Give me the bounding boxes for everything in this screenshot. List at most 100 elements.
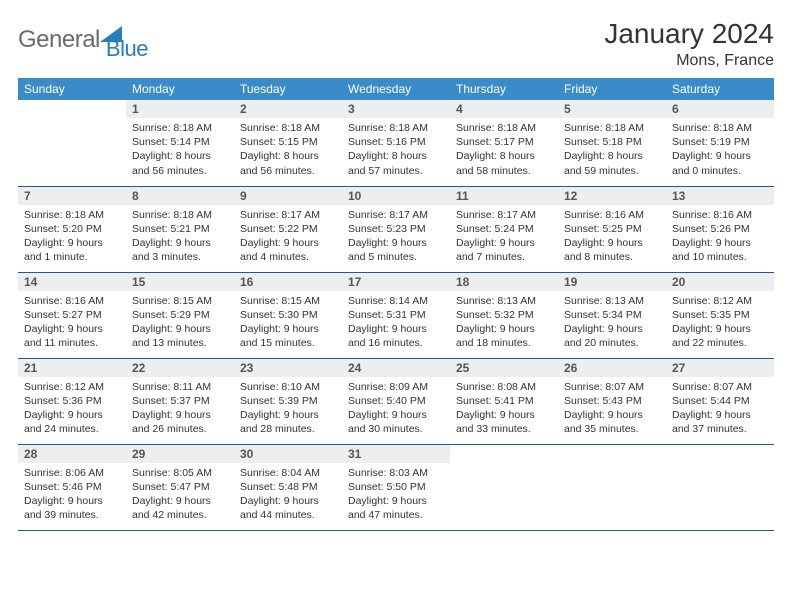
day-details: Sunrise: 8:16 AMSunset: 5:27 PMDaylight:…	[18, 291, 126, 357]
calendar-row: 28Sunrise: 8:06 AMSunset: 5:46 PMDayligh…	[18, 444, 774, 530]
day-details: Sunrise: 8:15 AMSunset: 5:29 PMDaylight:…	[126, 291, 234, 357]
day-details: Sunrise: 8:16 AMSunset: 5:26 PMDaylight:…	[666, 205, 774, 271]
day-number: 10	[342, 187, 450, 205]
day-details: Sunrise: 8:09 AMSunset: 5:40 PMDaylight:…	[342, 377, 450, 443]
calendar-cell: 1Sunrise: 8:18 AMSunset: 5:14 PMDaylight…	[126, 100, 234, 186]
day-number: 9	[234, 187, 342, 205]
weekday-header: Wednesday	[342, 78, 450, 100]
day-details: Sunrise: 8:07 AMSunset: 5:44 PMDaylight:…	[666, 377, 774, 443]
weekday-header: Monday	[126, 78, 234, 100]
day-details: Sunrise: 8:13 AMSunset: 5:34 PMDaylight:…	[558, 291, 666, 357]
calendar-cell: 23Sunrise: 8:10 AMSunset: 5:39 PMDayligh…	[234, 358, 342, 444]
title-block: January 2024 Mons, France	[604, 18, 774, 70]
day-details: Sunrise: 8:12 AMSunset: 5:35 PMDaylight:…	[666, 291, 774, 357]
weekday-header: Friday	[558, 78, 666, 100]
calendar-cell: 17Sunrise: 8:14 AMSunset: 5:31 PMDayligh…	[342, 272, 450, 358]
calendar-cell: 28Sunrise: 8:06 AMSunset: 5:46 PMDayligh…	[18, 444, 126, 530]
day-details: Sunrise: 8:18 AMSunset: 5:15 PMDaylight:…	[234, 118, 342, 184]
day-number: 3	[342, 100, 450, 118]
calendar-cell	[450, 444, 558, 530]
calendar-cell: 27Sunrise: 8:07 AMSunset: 5:44 PMDayligh…	[666, 358, 774, 444]
day-number: 11	[450, 187, 558, 205]
day-number: 4	[450, 100, 558, 118]
calendar-row: 14Sunrise: 8:16 AMSunset: 5:27 PMDayligh…	[18, 272, 774, 358]
calendar-cell: 12Sunrise: 8:16 AMSunset: 5:25 PMDayligh…	[558, 186, 666, 272]
weekday-header-row: Sunday Monday Tuesday Wednesday Thursday…	[18, 78, 774, 100]
calendar-cell: 26Sunrise: 8:07 AMSunset: 5:43 PMDayligh…	[558, 358, 666, 444]
day-number: 28	[18, 445, 126, 463]
calendar-cell: 29Sunrise: 8:05 AMSunset: 5:47 PMDayligh…	[126, 444, 234, 530]
day-number: 18	[450, 273, 558, 291]
logo-text-a: General	[18, 26, 100, 54]
day-details: Sunrise: 8:18 AMSunset: 5:17 PMDaylight:…	[450, 118, 558, 184]
day-details: Sunrise: 8:16 AMSunset: 5:25 PMDaylight:…	[558, 205, 666, 271]
calendar-cell: 20Sunrise: 8:12 AMSunset: 5:35 PMDayligh…	[666, 272, 774, 358]
day-number: 5	[558, 100, 666, 118]
calendar-cell: 31Sunrise: 8:03 AMSunset: 5:50 PMDayligh…	[342, 444, 450, 530]
day-number: 16	[234, 273, 342, 291]
day-details: Sunrise: 8:15 AMSunset: 5:30 PMDaylight:…	[234, 291, 342, 357]
calendar-cell: 4Sunrise: 8:18 AMSunset: 5:17 PMDaylight…	[450, 100, 558, 186]
calendar-cell: 3Sunrise: 8:18 AMSunset: 5:16 PMDaylight…	[342, 100, 450, 186]
day-number: 24	[342, 359, 450, 377]
day-number: 14	[18, 273, 126, 291]
day-details: Sunrise: 8:18 AMSunset: 5:16 PMDaylight:…	[342, 118, 450, 184]
day-details: Sunrise: 8:12 AMSunset: 5:36 PMDaylight:…	[18, 377, 126, 443]
day-number: 27	[666, 359, 774, 377]
day-details: Sunrise: 8:18 AMSunset: 5:21 PMDaylight:…	[126, 205, 234, 271]
calendar-cell: 22Sunrise: 8:11 AMSunset: 5:37 PMDayligh…	[126, 358, 234, 444]
location-label: Mons, France	[604, 52, 774, 70]
calendar-cell: 11Sunrise: 8:17 AMSunset: 5:24 PMDayligh…	[450, 186, 558, 272]
day-number: 21	[18, 359, 126, 377]
day-details: Sunrise: 8:18 AMSunset: 5:20 PMDaylight:…	[18, 205, 126, 271]
day-details: Sunrise: 8:13 AMSunset: 5:32 PMDaylight:…	[450, 291, 558, 357]
header: General Blue January 2024 Mons, France	[18, 18, 774, 70]
day-number: 17	[342, 273, 450, 291]
day-number: 2	[234, 100, 342, 118]
calendar-cell	[558, 444, 666, 530]
calendar-cell: 25Sunrise: 8:08 AMSunset: 5:41 PMDayligh…	[450, 358, 558, 444]
day-number: 6	[666, 100, 774, 118]
calendar-cell: 6Sunrise: 8:18 AMSunset: 5:19 PMDaylight…	[666, 100, 774, 186]
day-number: 15	[126, 273, 234, 291]
weekday-header: Tuesday	[234, 78, 342, 100]
day-details: Sunrise: 8:07 AMSunset: 5:43 PMDaylight:…	[558, 377, 666, 443]
weekday-header: Sunday	[18, 78, 126, 100]
day-number: 22	[126, 359, 234, 377]
month-title: January 2024	[604, 18, 774, 50]
calendar-cell: 19Sunrise: 8:13 AMSunset: 5:34 PMDayligh…	[558, 272, 666, 358]
calendar-cell	[18, 100, 126, 186]
day-details: Sunrise: 8:03 AMSunset: 5:50 PMDaylight:…	[342, 463, 450, 529]
logo: General Blue	[18, 18, 148, 62]
day-number: 12	[558, 187, 666, 205]
calendar-cell: 21Sunrise: 8:12 AMSunset: 5:36 PMDayligh…	[18, 358, 126, 444]
calendar-row: 7Sunrise: 8:18 AMSunset: 5:20 PMDaylight…	[18, 186, 774, 272]
day-details: Sunrise: 8:17 AMSunset: 5:24 PMDaylight:…	[450, 205, 558, 271]
day-details: Sunrise: 8:14 AMSunset: 5:31 PMDaylight:…	[342, 291, 450, 357]
calendar-cell: 7Sunrise: 8:18 AMSunset: 5:20 PMDaylight…	[18, 186, 126, 272]
day-number: 23	[234, 359, 342, 377]
day-details: Sunrise: 8:04 AMSunset: 5:48 PMDaylight:…	[234, 463, 342, 529]
calendar-cell: 18Sunrise: 8:13 AMSunset: 5:32 PMDayligh…	[450, 272, 558, 358]
calendar-cell	[666, 444, 774, 530]
day-number: 1	[126, 100, 234, 118]
day-details: Sunrise: 8:05 AMSunset: 5:47 PMDaylight:…	[126, 463, 234, 529]
calendar-cell: 10Sunrise: 8:17 AMSunset: 5:23 PMDayligh…	[342, 186, 450, 272]
calendar-cell: 9Sunrise: 8:17 AMSunset: 5:22 PMDaylight…	[234, 186, 342, 272]
calendar-cell: 30Sunrise: 8:04 AMSunset: 5:48 PMDayligh…	[234, 444, 342, 530]
day-details: Sunrise: 8:08 AMSunset: 5:41 PMDaylight:…	[450, 377, 558, 443]
calendar-cell: 14Sunrise: 8:16 AMSunset: 5:27 PMDayligh…	[18, 272, 126, 358]
day-number: 29	[126, 445, 234, 463]
calendar-table: Sunday Monday Tuesday Wednesday Thursday…	[18, 78, 774, 531]
calendar-cell: 13Sunrise: 8:16 AMSunset: 5:26 PMDayligh…	[666, 186, 774, 272]
day-details: Sunrise: 8:18 AMSunset: 5:19 PMDaylight:…	[666, 118, 774, 184]
day-number: 13	[666, 187, 774, 205]
weekday-header: Thursday	[450, 78, 558, 100]
day-number: 31	[342, 445, 450, 463]
day-details: Sunrise: 8:11 AMSunset: 5:37 PMDaylight:…	[126, 377, 234, 443]
calendar-row: 21Sunrise: 8:12 AMSunset: 5:36 PMDayligh…	[18, 358, 774, 444]
calendar-cell: 5Sunrise: 8:18 AMSunset: 5:18 PMDaylight…	[558, 100, 666, 186]
day-number: 30	[234, 445, 342, 463]
day-details: Sunrise: 8:10 AMSunset: 5:39 PMDaylight:…	[234, 377, 342, 443]
calendar-cell: 24Sunrise: 8:09 AMSunset: 5:40 PMDayligh…	[342, 358, 450, 444]
